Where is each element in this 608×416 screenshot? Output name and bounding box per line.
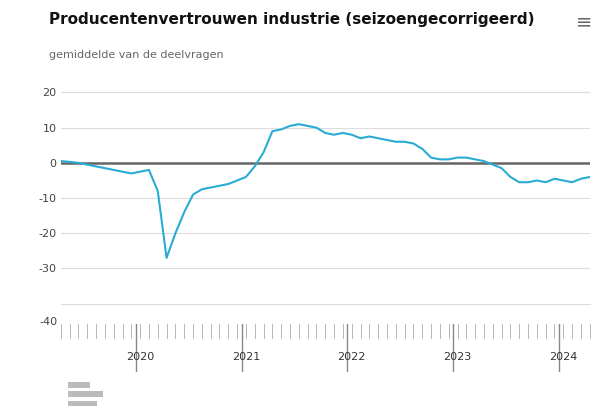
Text: 2024: 2024	[549, 352, 578, 362]
Text: 2022: 2022	[337, 352, 366, 362]
Text: 2021: 2021	[232, 352, 260, 362]
Text: ≡: ≡	[576, 12, 593, 32]
Text: Producentenvertrouwen industrie (seizoengecorrigeerd): Producentenvertrouwen industrie (seizoen…	[49, 12, 534, 27]
Text: -40: -40	[40, 317, 58, 327]
Bar	[68, 401, 97, 406]
Text: 2020: 2020	[126, 352, 154, 362]
Bar	[68, 391, 103, 397]
Bar	[68, 382, 90, 388]
Text: 2023: 2023	[443, 352, 472, 362]
Text: gemiddelde van de deelvragen: gemiddelde van de deelvragen	[49, 50, 223, 60]
